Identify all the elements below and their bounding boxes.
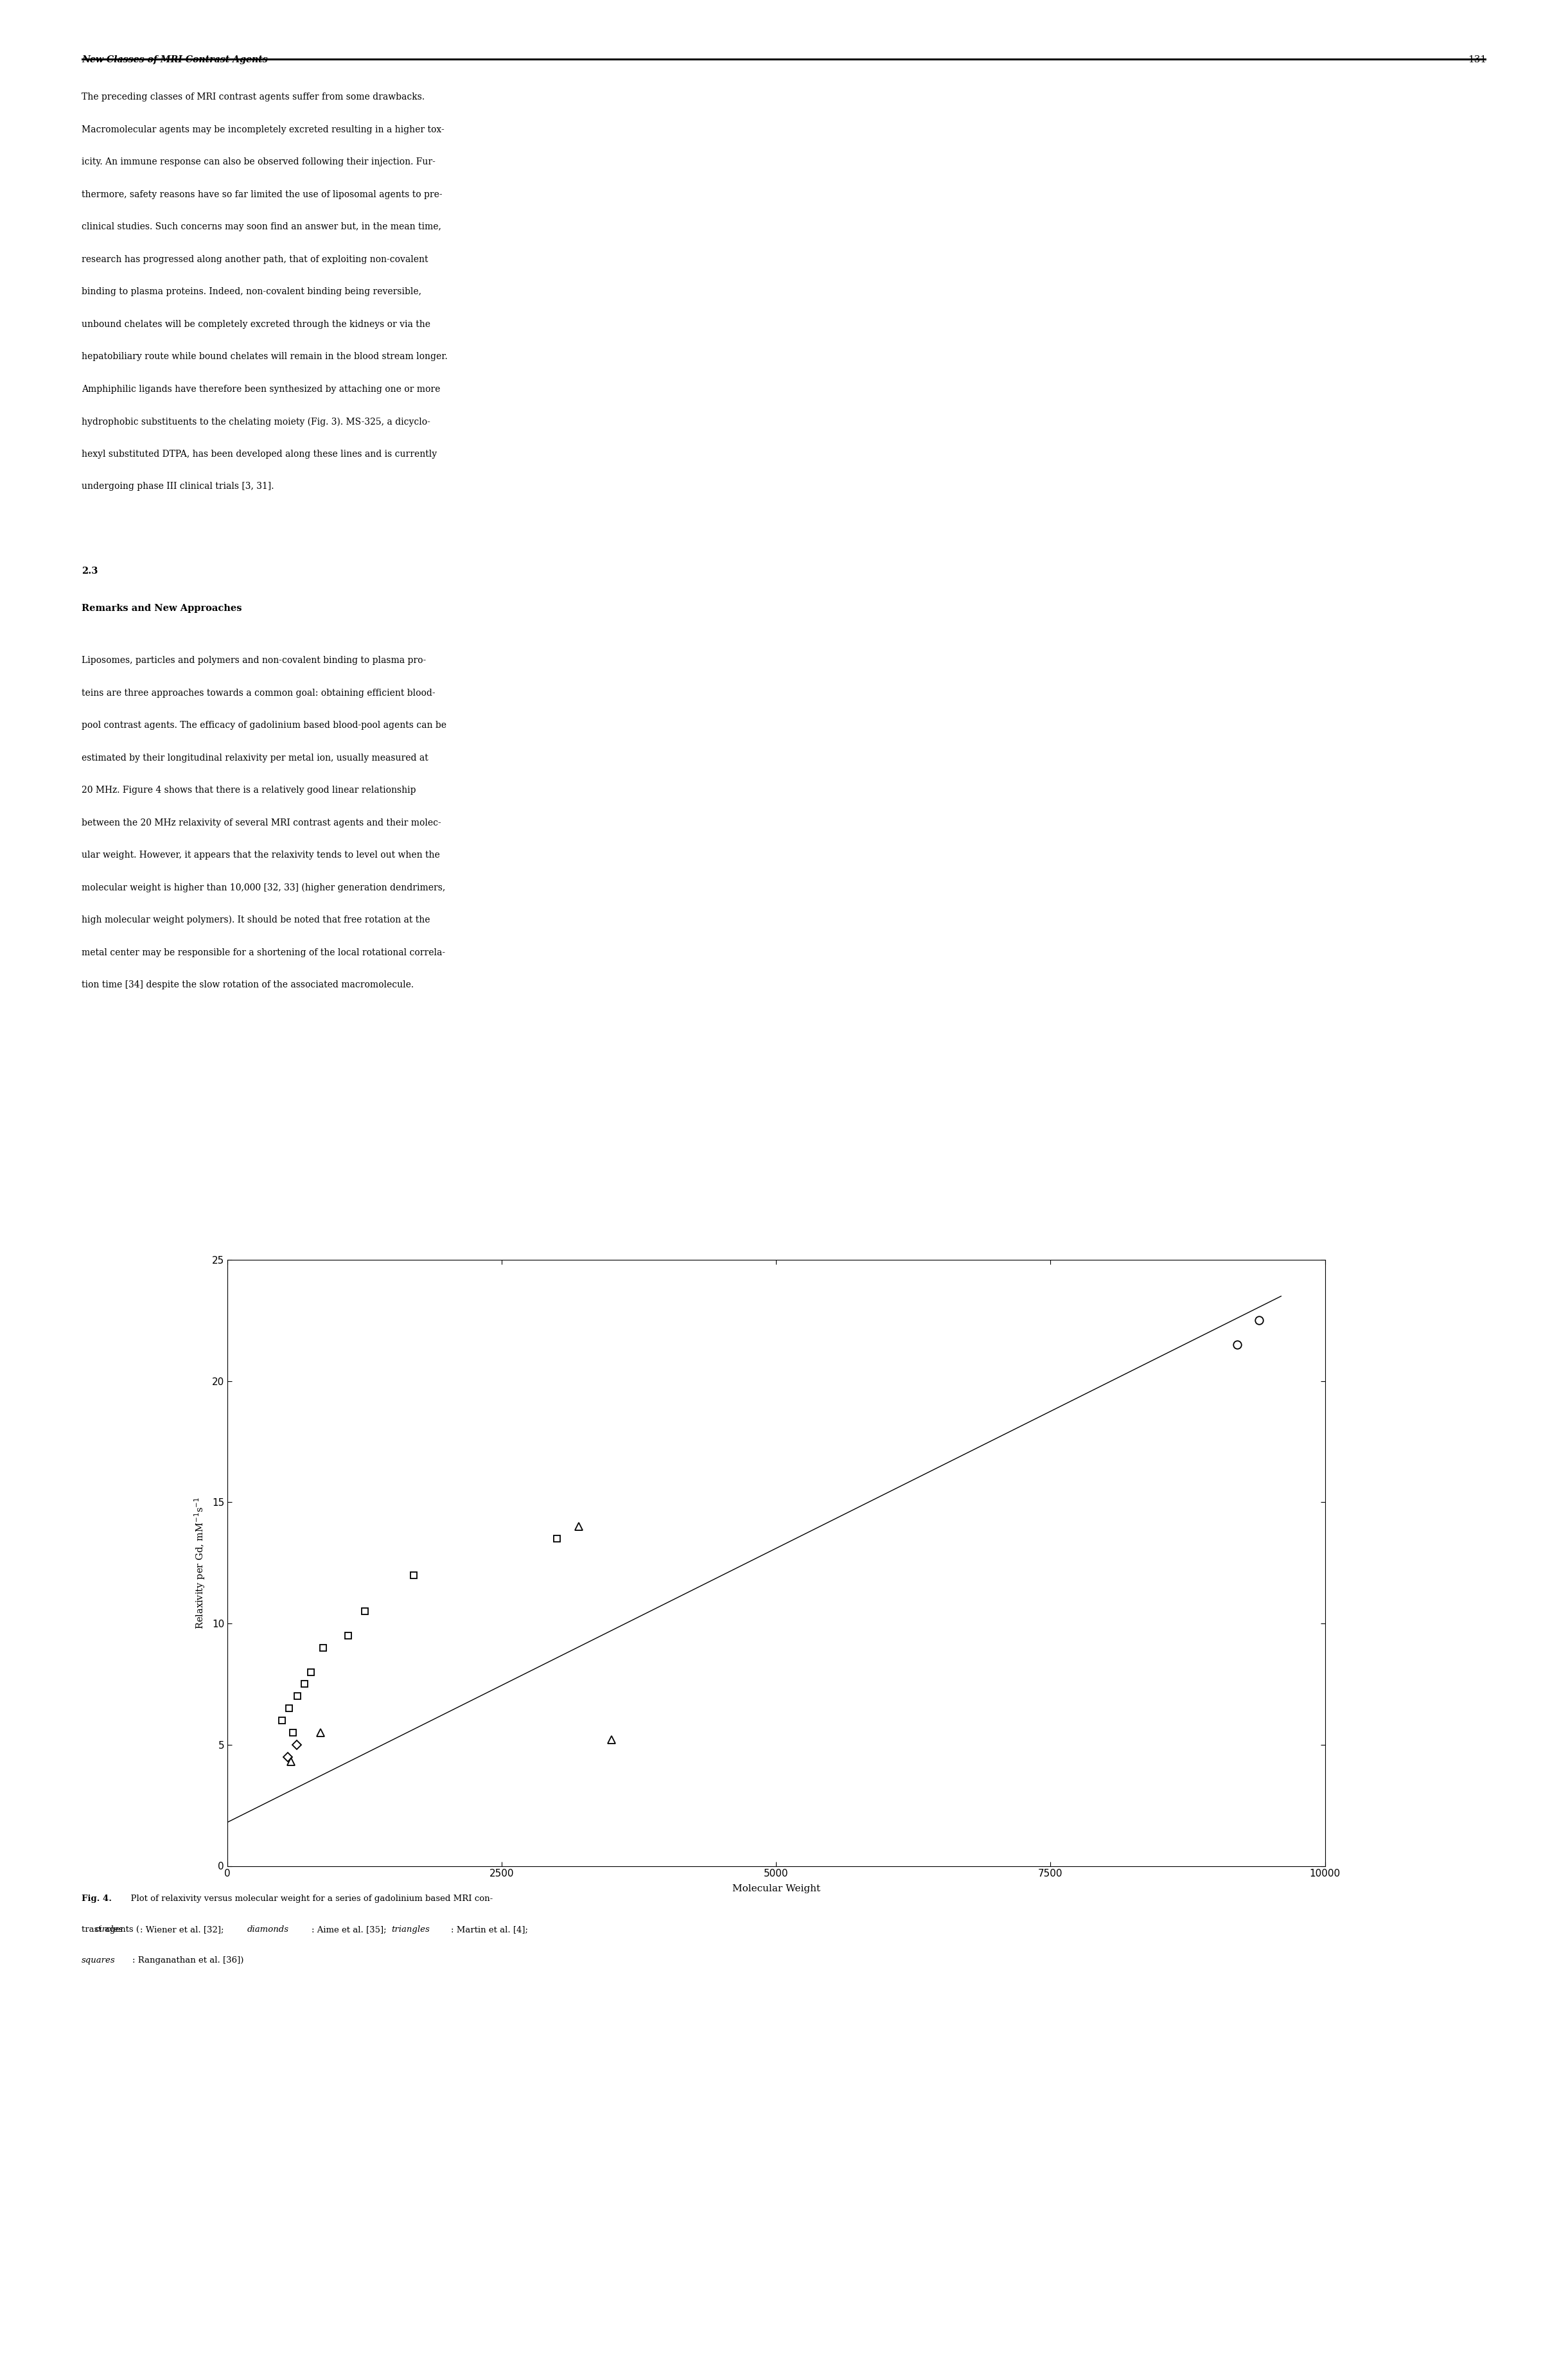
Text: hexyl substituted DTPA, has been developed along these lines and is currently: hexyl substituted DTPA, has been develop… [82, 449, 437, 459]
Text: binding to plasma proteins. Indeed, non-covalent binding being reversible,: binding to plasma proteins. Indeed, non-… [82, 288, 422, 297]
Text: ular weight. However, it appears that the relaxivity tends to level out when the: ular weight. However, it appears that th… [82, 851, 439, 860]
Text: Macromolecular agents may be incompletely excreted resulting in a higher tox-: Macromolecular agents may be incompletel… [82, 126, 444, 133]
Text: circles: circles [94, 1925, 124, 1935]
Text: estimated by their longitudinal relaxivity per metal ion, usually measured at: estimated by their longitudinal relaxivi… [82, 754, 428, 763]
Text: : Wiener et al. [32];: : Wiener et al. [32]; [141, 1925, 227, 1935]
Y-axis label: Relaxivity per Gd, mM$^{-1}$s$^{-1}$: Relaxivity per Gd, mM$^{-1}$s$^{-1}$ [193, 1498, 207, 1628]
Text: Liposomes, particles and polymers and non-covalent binding to plasma pro-: Liposomes, particles and polymers and no… [82, 656, 426, 666]
Text: : Aime et al. [35];: : Aime et al. [35]; [310, 1925, 389, 1935]
Text: : Ranganathan et al. [36]): : Ranganathan et al. [36]) [132, 1956, 245, 1966]
Text: 20 MHz. Figure 4 shows that there is a relatively good linear relationship: 20 MHz. Figure 4 shows that there is a r… [82, 787, 416, 794]
Text: Plot of relaxivity versus molecular weight for a series of gadolinium based MRI : Plot of relaxivity versus molecular weig… [125, 1894, 492, 1904]
Text: Fig. 4.: Fig. 4. [82, 1894, 111, 1904]
Text: : Martin et al. [4];: : Martin et al. [4]; [452, 1925, 528, 1935]
Text: squares: squares [82, 1956, 116, 1966]
Text: The preceding classes of MRI contrast agents suffer from some drawbacks.: The preceding classes of MRI contrast ag… [82, 93, 425, 102]
Text: icity. An immune response can also be observed following their injection. Fur-: icity. An immune response can also be ob… [82, 157, 436, 166]
Text: hydrophobic substituents to the chelating moiety (Fig. 3). MS-325, a dicyclo-: hydrophobic substituents to the chelatin… [82, 418, 430, 425]
Text: hepatobiliary route while bound chelates will remain in the blood stream longer.: hepatobiliary route while bound chelates… [82, 352, 447, 361]
Text: Remarks and New Approaches: Remarks and New Approaches [82, 604, 241, 613]
Text: 2.3: 2.3 [82, 566, 97, 575]
Text: unbound chelates will be completely excreted through the kidneys or via the: unbound chelates will be completely excr… [82, 321, 430, 328]
Text: research has progressed along another path, that of exploiting non-covalent: research has progressed along another pa… [82, 254, 428, 264]
Text: teins are three approaches towards a common goal: obtaining efficient blood-: teins are three approaches towards a com… [82, 689, 436, 696]
Text: molecular weight is higher than 10,000 [32, 33] (higher generation dendrimers,: molecular weight is higher than 10,000 [… [82, 884, 445, 891]
X-axis label: Molecular Weight: Molecular Weight [732, 1885, 820, 1892]
Text: triangles: triangles [392, 1925, 430, 1935]
Text: trast agents (: trast agents ( [82, 1925, 140, 1935]
Text: between the 20 MHz relaxivity of several MRI contrast agents and their molec-: between the 20 MHz relaxivity of several… [82, 818, 441, 827]
Text: tion time [34] despite the slow rotation of the associated macromolecule.: tion time [34] despite the slow rotation… [82, 979, 414, 989]
Text: undergoing phase III clinical trials [3, 31].: undergoing phase III clinical trials [3,… [82, 483, 274, 492]
Text: high molecular weight polymers). It should be noted that free rotation at the: high molecular weight polymers). It shou… [82, 915, 430, 925]
Text: pool contrast agents. The efficacy of gadolinium based blood-pool agents can be: pool contrast agents. The efficacy of ga… [82, 720, 447, 730]
Text: clinical studies. Such concerns may soon find an answer but, in the mean time,: clinical studies. Such concerns may soon… [82, 223, 441, 231]
Text: thermore, safety reasons have so far limited the use of liposomal agents to pre-: thermore, safety reasons have so far lim… [82, 190, 442, 200]
Text: diamonds: diamonds [248, 1925, 289, 1935]
Text: Amphiphilic ligands have therefore been synthesized by attaching one or more: Amphiphilic ligands have therefore been … [82, 385, 441, 395]
Text: metal center may be responsible for a shortening of the local rotational correla: metal center may be responsible for a sh… [82, 948, 445, 958]
Text: New Classes of MRI Contrast Agents: New Classes of MRI Contrast Agents [82, 55, 268, 64]
Text: 131: 131 [1468, 55, 1486, 64]
